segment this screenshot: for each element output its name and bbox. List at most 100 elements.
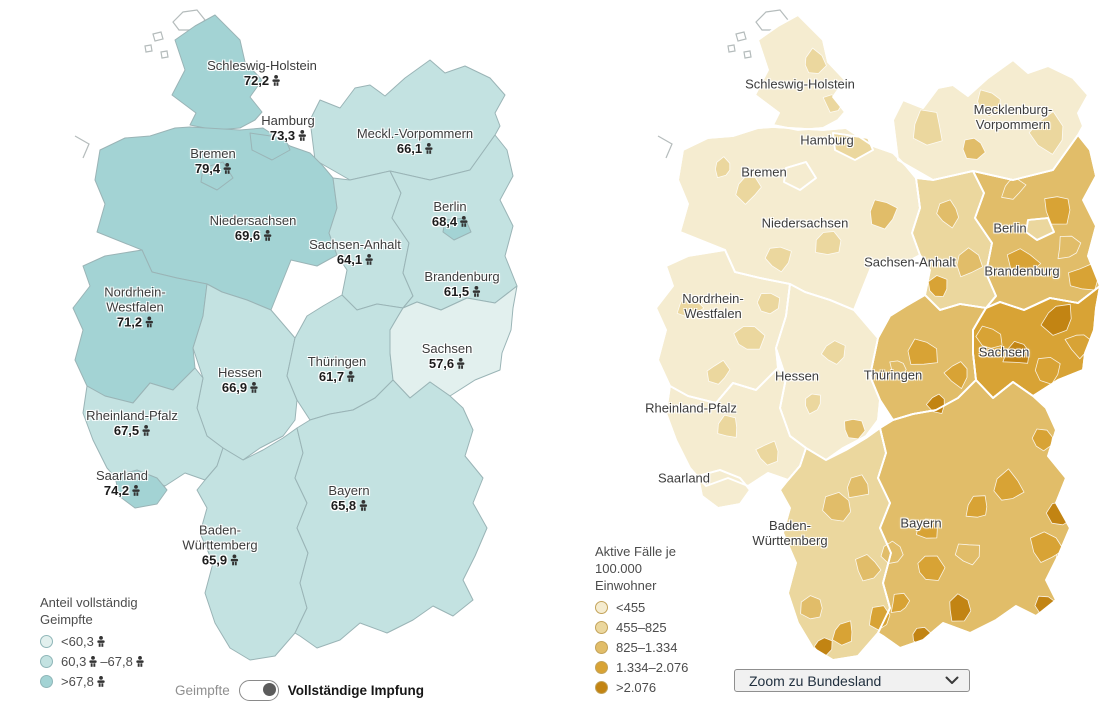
district-shape[interactable]: [755, 440, 779, 466]
state-border-hh: [832, 132, 874, 161]
district-shape[interactable]: [706, 359, 731, 385]
district-shape[interactable]: [815, 231, 842, 255]
state-shape-sh[interactable]: [171, 14, 263, 131]
district-shape[interactable]: [855, 554, 882, 582]
vaccination-map: [72, 9, 518, 661]
district-shape[interactable]: [844, 418, 866, 440]
district-shape[interactable]: [880, 540, 904, 564]
legend-label: 825–1.334: [616, 640, 678, 655]
district-shape[interactable]: [917, 555, 946, 581]
legend-item: <60,3: [40, 633, 144, 650]
legend-swatch: [595, 621, 608, 634]
legend-swatch: [40, 675, 53, 688]
legend-label: 60,3 –67,8: [61, 653, 144, 670]
district-shape[interactable]: [676, 293, 705, 317]
neighbour-coastline: [152, 31, 164, 42]
district-shape[interactable]: [954, 543, 981, 566]
district-shape[interactable]: [735, 176, 762, 205]
state-shape-hh[interactable]: [249, 132, 291, 161]
toggle-label-vollstaendige-impfung[interactable]: Vollständige Impfung: [287, 682, 425, 698]
vaccination-legend: Anteil vollständig Geimpfte <60,3 60,3 –67…: [40, 594, 144, 693]
legend-item: <455: [595, 599, 688, 616]
district-shape[interactable]: [805, 393, 821, 415]
state-border-sl: [697, 469, 751, 509]
district-shape[interactable]: [993, 468, 1025, 501]
legend-label: <455: [616, 600, 646, 615]
neighbour-coastline: [144, 44, 153, 53]
district-shape[interactable]: [912, 109, 943, 146]
state-shape-he[interactable]: [775, 283, 881, 461]
district-shape[interactable]: [915, 518, 938, 539]
zoom-select-value: Zoom zu Bundesland: [749, 672, 882, 689]
legend-label: <60,3: [61, 633, 105, 650]
state-shape-sn[interactable]: [389, 285, 518, 399]
district-shape[interactable]: [831, 620, 853, 646]
district-shape[interactable]: [907, 338, 938, 365]
state-border-hb: [783, 161, 817, 191]
person-icon: [97, 636, 105, 647]
district-shape[interactable]: [804, 47, 827, 74]
district-shape[interactable]: [889, 360, 907, 379]
district-shape[interactable]: [949, 593, 972, 622]
district-shape[interactable]: [869, 199, 898, 230]
district-shape[interactable]: [890, 592, 911, 613]
vaccination-toggle-switch[interactable]: [238, 679, 279, 701]
state-border-by: [877, 379, 1071, 649]
district-shape[interactable]: [965, 495, 988, 518]
district-shape[interactable]: [927, 275, 948, 297]
district-shape[interactable]: [943, 361, 968, 390]
neighbour-coastline: [735, 31, 747, 42]
cases-legend: Aktive Fälle je 100.000 Einwohner <455 45…: [595, 543, 688, 699]
district-shape[interactable]: [956, 247, 984, 278]
legend-swatch: [40, 635, 53, 648]
vaccination-toggle-row: Geimpfte Vollständige Impfung: [175, 678, 424, 702]
legend-item: 455–825: [595, 619, 688, 636]
legend-label: 1.334–2.076: [616, 660, 689, 675]
active-cases-map: [655, 9, 1101, 661]
district-shape[interactable]: [847, 474, 870, 499]
district-shape[interactable]: [975, 325, 1003, 349]
state-shape-he[interactable]: [192, 283, 298, 461]
district-shape[interactable]: [715, 156, 731, 179]
legend-swatch: [595, 641, 608, 654]
district-shape[interactable]: [733, 325, 766, 350]
neighbour-coastline: [657, 135, 673, 159]
toggle-label-geimpfte[interactable]: Geimpfte: [175, 682, 230, 698]
neighbour-coastline: [74, 135, 90, 159]
district-shape[interactable]: [822, 491, 852, 522]
district-shape[interactable]: [1002, 340, 1030, 364]
legend-item: 60,3 –67,8: [40, 653, 144, 670]
neighbour-coastline: [727, 44, 736, 53]
legend-item: >2.076: [595, 679, 688, 696]
state-shape-by[interactable]: [294, 379, 488, 649]
legend-swatch: [595, 601, 608, 614]
district-shape[interactable]: [1040, 303, 1072, 336]
district-shape[interactable]: [994, 622, 1022, 648]
district-shape[interactable]: [936, 199, 960, 229]
state-shape-sl[interactable]: [114, 469, 168, 509]
district-shape[interactable]: [1044, 196, 1071, 225]
person-icon: [97, 676, 105, 687]
district-shape[interactable]: [764, 246, 792, 273]
state-shape-be[interactable]: [442, 217, 472, 241]
zoom-to-bundesland-select[interactable]: Zoom zu Bundesland: [734, 669, 970, 692]
district-patches: [676, 47, 1100, 656]
district-shape[interactable]: [1057, 235, 1082, 260]
district-shape[interactable]: [756, 292, 781, 315]
district-shape[interactable]: [962, 137, 986, 160]
district-shape[interactable]: [1028, 111, 1064, 155]
state-border-sh: [754, 14, 846, 131]
legend-item: >67,8: [40, 673, 144, 690]
neighbour-coastline: [743, 50, 752, 59]
district-shape[interactable]: [820, 340, 846, 365]
chevron-down-icon: [945, 676, 959, 684]
district-shape[interactable]: [977, 89, 1001, 118]
district-shape[interactable]: [1034, 356, 1061, 385]
district-shape[interactable]: [869, 605, 891, 631]
person-icon: [89, 656, 98, 667]
district-shape[interactable]: [717, 414, 738, 438]
district-shape[interactable]: [1006, 248, 1042, 274]
district-shape[interactable]: [800, 595, 823, 620]
district-shape[interactable]: [1031, 428, 1053, 452]
legend-swatch: [40, 655, 53, 668]
